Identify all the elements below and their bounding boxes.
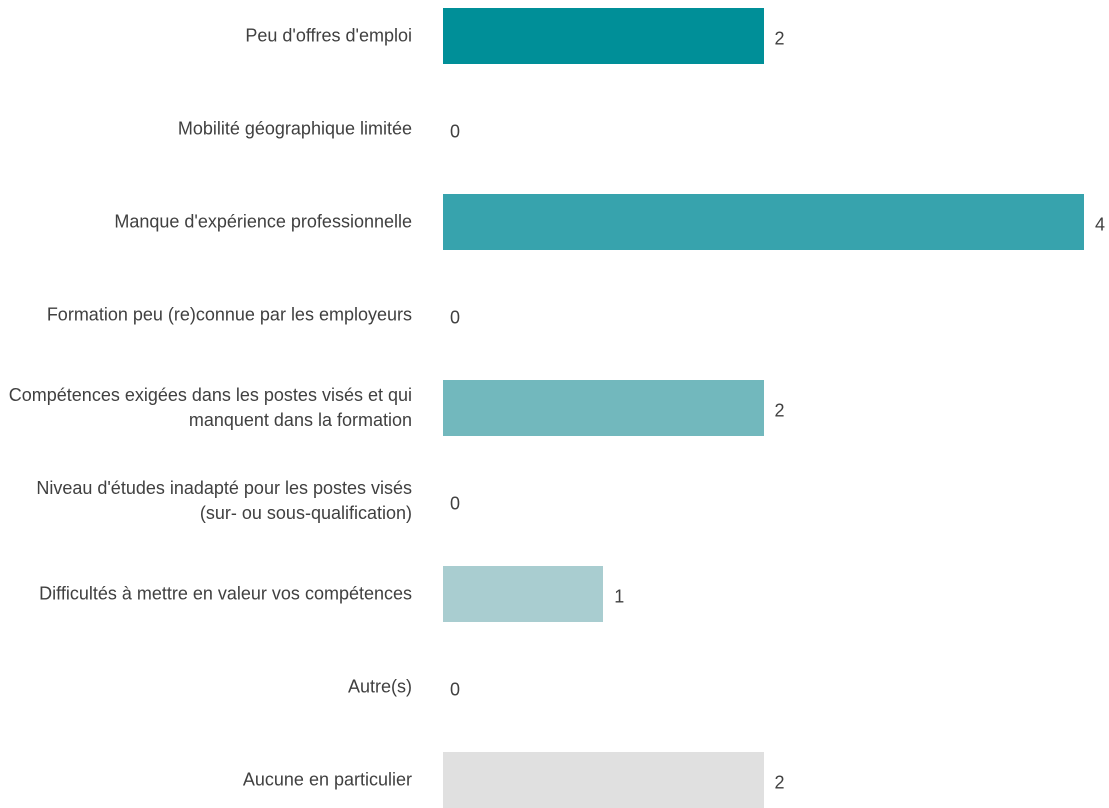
bar xyxy=(443,8,764,64)
value-label: 4 xyxy=(1095,214,1106,235)
category-label: Compétences exigées dans les postes visé… xyxy=(8,385,412,430)
value-label: 0 xyxy=(450,121,461,142)
value-label: 2 xyxy=(774,400,785,421)
category-label: Peu d'offres d'emploi xyxy=(245,25,412,46)
bar xyxy=(443,752,764,808)
value-label: 1 xyxy=(614,586,625,607)
value-label: 2 xyxy=(774,772,785,793)
bar xyxy=(443,566,604,622)
category-label: Mobilité géographique limitée xyxy=(177,118,412,139)
category-label: Formation peu (re)connue par les employe… xyxy=(46,304,412,325)
category-label: Niveau d'études inadapté pour les postes… xyxy=(36,478,412,523)
value-label: 0 xyxy=(450,307,461,328)
bar xyxy=(443,194,1084,250)
bar xyxy=(443,380,764,436)
value-label: 0 xyxy=(450,679,461,700)
category-label: Manque d'expérience professionnelle xyxy=(114,211,412,232)
category-label: Difficultés à mettre en valeur vos compé… xyxy=(39,583,412,604)
value-label: 2 xyxy=(774,28,785,49)
category-label: Aucune en particulier xyxy=(242,769,412,790)
category-label: Autre(s) xyxy=(347,676,412,697)
value-label: 0 xyxy=(450,493,461,514)
